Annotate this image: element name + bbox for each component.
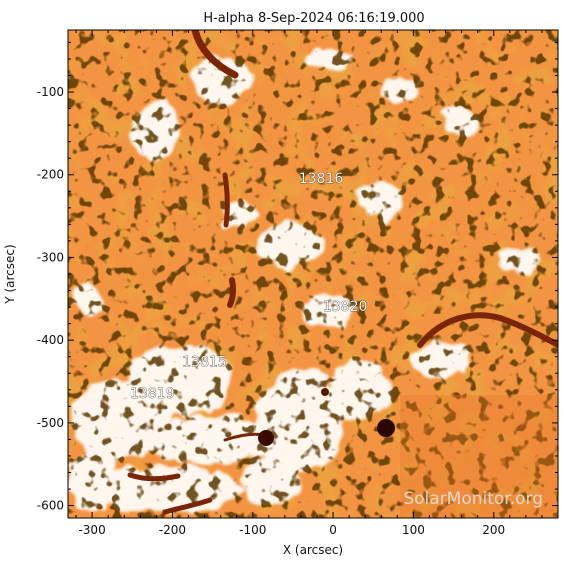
lower-right-active [400,395,558,518]
granulation-dots [68,30,558,518]
x-tick-label: -300 [78,523,105,537]
y-tick-label: -600 [37,499,64,513]
x-tick-label: -200 [159,523,186,537]
x-axis-label: X (arcsec) [283,543,343,557]
x-tick-label: -100 [239,523,266,537]
filaments [127,30,558,515]
x-axis-ticks: -300 -200 -100 0 100 200 [75,30,559,537]
y-tick-label: -500 [37,416,64,430]
region-label: 13819 [130,386,175,402]
y-tick-label: -400 [37,333,64,347]
watermark: SolarMonitor.org [403,489,543,509]
image-title: H-alpha 8-Sep-2024 06:16:19.000 [203,11,424,26]
h-alpha-image: 13816 13820 13815 13819 SolarMonitor.org [68,30,558,518]
y-tick-label: -300 [37,250,64,264]
active-region-labels: 13816 13820 13815 13819 [130,171,368,403]
y-tick-label: -100 [37,85,64,99]
y-axis-ticks: -100 -200 -300 -400 -500 -600 [37,41,558,513]
x-tick-label: 0 [329,523,337,537]
sunspots [258,388,395,446]
x-tick-label: 100 [402,523,425,537]
y-axis-label: Y (arcsec) [3,244,17,304]
x-tick-label: 200 [482,523,505,537]
region-label: 13816 [299,171,344,187]
region-label: 13820 [323,299,368,315]
region-label: 13815 [182,355,227,371]
y-tick-label: -200 [37,168,64,182]
